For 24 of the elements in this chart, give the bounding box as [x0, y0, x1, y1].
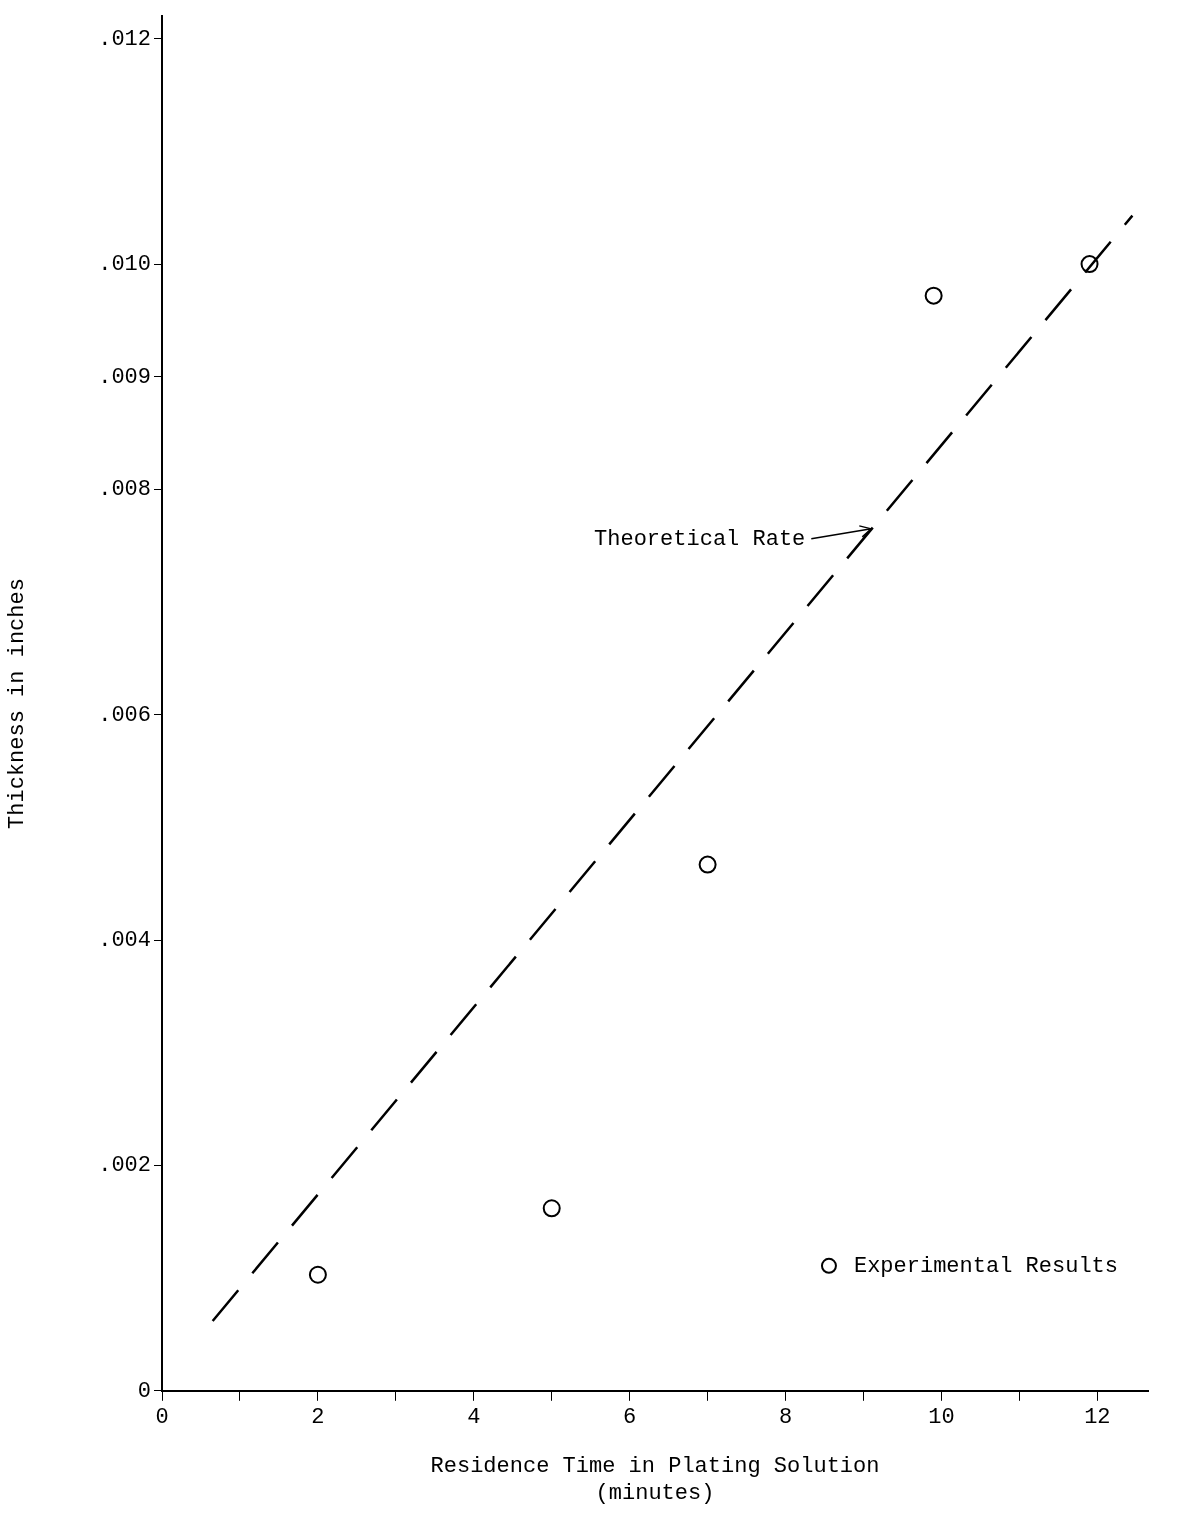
annotation: Theoretical Rate — [594, 526, 806, 552]
y-tick-label: .004 — [98, 927, 151, 953]
point — [542, 1199, 561, 1218]
x-tick-label: 4 — [467, 1404, 481, 1430]
point — [1080, 255, 1099, 274]
x-tick-label: 6 — [623, 1404, 637, 1430]
x-tick-label: 12 — [1084, 1404, 1111, 1430]
y-tick-label: .006 — [98, 702, 151, 728]
point — [924, 286, 943, 305]
y-tick-label: 0 — [137, 1378, 151, 1404]
y-tick-label: .002 — [98, 1153, 151, 1179]
point — [308, 1265, 327, 1284]
y-tick-label: .009 — [98, 364, 151, 390]
x-axis-title: Residence Time in Plating Solution (minutes) — [430, 1454, 880, 1506]
x-tick-label: 2 — [311, 1404, 325, 1430]
y-tick-label: .012 — [98, 26, 151, 52]
legend-label: Experimental Results — [853, 1253, 1118, 1279]
point — [698, 855, 717, 874]
x-tick-label: 8 — [778, 1404, 793, 1430]
x-tick-label: 0 — [155, 1404, 169, 1430]
x-tick-label: 10 — [928, 1404, 955, 1430]
y-tick-label: .010 — [98, 251, 151, 277]
y-tick-label: .008 — [98, 477, 151, 503]
y-axis-title: Thickness in inches — [5, 578, 31, 829]
